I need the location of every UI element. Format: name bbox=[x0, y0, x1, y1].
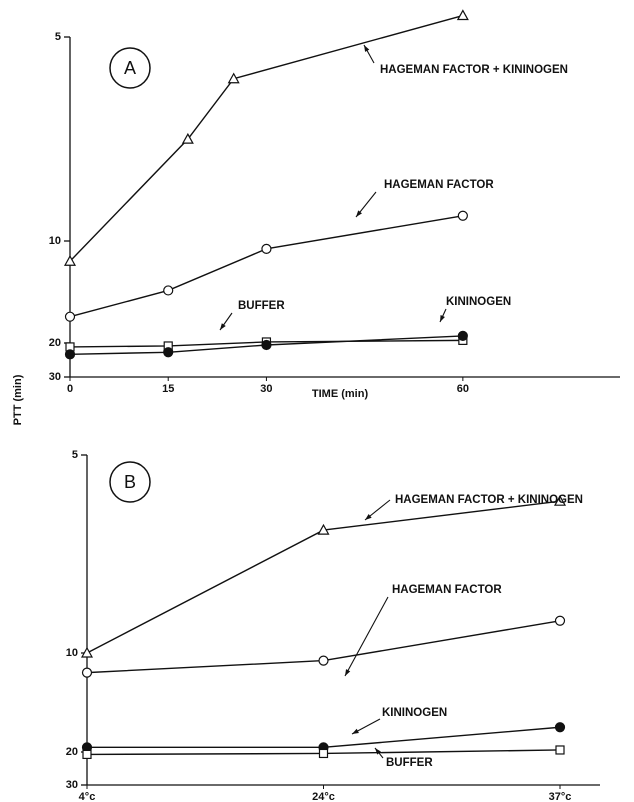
marker bbox=[163, 285, 174, 296]
marker bbox=[554, 722, 566, 733]
panel-badge bbox=[109, 461, 151, 503]
series-label: HAGEMAN FACTOR bbox=[392, 584, 502, 596]
x-tick-label: 15 bbox=[162, 383, 174, 395]
panel-label: A bbox=[124, 58, 136, 78]
marker bbox=[318, 655, 329, 666]
marker bbox=[81, 667, 93, 678]
series-label: KININOGEN bbox=[382, 707, 447, 719]
series-line bbox=[69, 14, 464, 262]
arrow-head bbox=[345, 669, 351, 676]
marker bbox=[456, 9, 469, 21]
marker bbox=[317, 523, 330, 535]
y-tick-label: 30 bbox=[66, 779, 78, 791]
series-label: BUFFER bbox=[386, 757, 433, 769]
series-label: KININOGEN bbox=[446, 296, 511, 308]
marker bbox=[64, 349, 76, 360]
arrow-head bbox=[375, 748, 381, 755]
marker bbox=[553, 494, 567, 506]
marker bbox=[555, 745, 565, 755]
y-tick-label: 5 bbox=[72, 449, 78, 461]
y-tick-label: 10 bbox=[49, 235, 61, 247]
series-line bbox=[69, 215, 463, 318]
y-tick-label: 10 bbox=[66, 647, 78, 659]
arrow-head bbox=[440, 315, 445, 322]
arrow-head bbox=[364, 45, 370, 52]
y-tick-label: 30 bbox=[49, 371, 61, 383]
marker bbox=[261, 339, 272, 351]
series-label: HAGEMAN FACTOR + KININOGEN bbox=[380, 64, 568, 76]
x-tick-label: 0 bbox=[67, 383, 73, 395]
x-tick-label: 4°c bbox=[79, 791, 96, 802]
marker bbox=[457, 210, 468, 221]
marker bbox=[163, 347, 174, 358]
marker bbox=[80, 646, 94, 658]
marker bbox=[227, 72, 240, 84]
y-tick-label: 20 bbox=[66, 746, 78, 758]
arrow-head bbox=[365, 514, 372, 520]
marker bbox=[181, 132, 194, 144]
series-line bbox=[69, 335, 463, 356]
y-axis-label: PTT (min) bbox=[12, 374, 24, 425]
series-label: BUFFER bbox=[238, 300, 285, 312]
marker bbox=[64, 311, 76, 322]
marker bbox=[261, 243, 272, 254]
series-line bbox=[69, 339, 463, 348]
arrow-head bbox=[352, 728, 359, 734]
marker bbox=[82, 749, 92, 760]
arrow-head bbox=[220, 323, 226, 330]
panel-badge bbox=[109, 47, 151, 89]
arrow-head bbox=[356, 210, 362, 217]
series-label: HAGEMAN FACTOR + KININOGEN bbox=[395, 494, 583, 506]
y-tick-label: 20 bbox=[49, 337, 61, 349]
series-label: HAGEMAN FACTOR bbox=[384, 179, 494, 191]
x-tick-label: 37°c bbox=[549, 791, 572, 802]
x-tick-label: 24°c bbox=[312, 791, 335, 802]
y-tick-label: 5 bbox=[55, 31, 61, 43]
x-tick-label: 60 bbox=[457, 383, 469, 395]
leader-arrow bbox=[344, 596, 389, 677]
panel-label: B bbox=[124, 472, 136, 492]
marker bbox=[63, 254, 77, 266]
marker bbox=[457, 330, 468, 342]
marker bbox=[554, 615, 566, 626]
x-tick-label: 30 bbox=[260, 383, 272, 395]
x-axis-label: TIME (min) bbox=[312, 388, 369, 400]
marker bbox=[318, 748, 329, 759]
